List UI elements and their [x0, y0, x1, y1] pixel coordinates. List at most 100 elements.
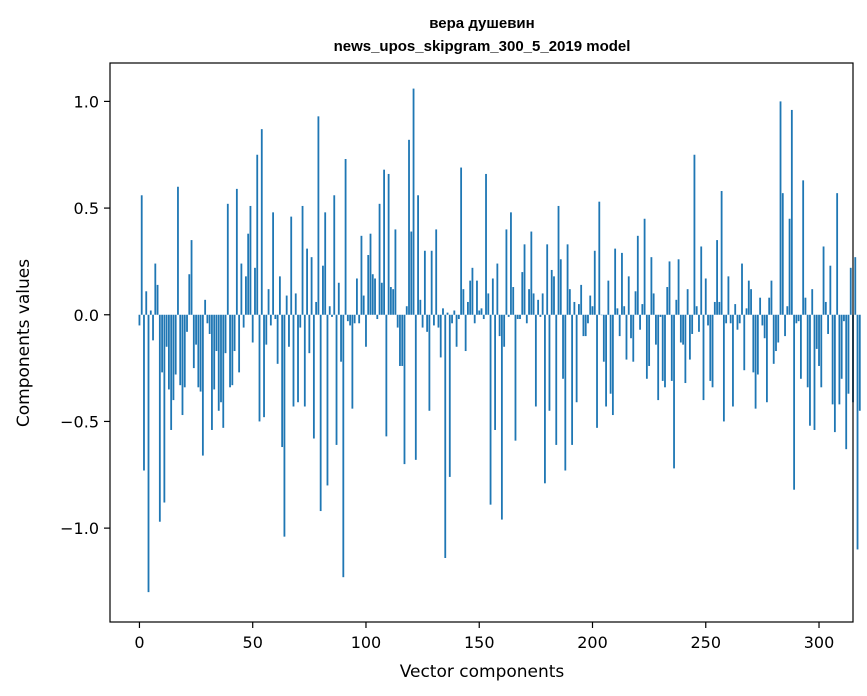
bar-222 — [641, 304, 644, 315]
bar-107 — [380, 282, 383, 315]
bar-23 — [190, 240, 193, 315]
bar-11 — [163, 314, 166, 503]
bar-203 — [598, 201, 601, 315]
bar-217 — [630, 314, 632, 339]
bar-15 — [172, 314, 175, 401]
bar-193 — [575, 314, 578, 403]
bar-19 — [181, 314, 184, 416]
bar-77 — [312, 314, 315, 439]
bar-249 — [702, 314, 705, 401]
bar-2 — [143, 314, 145, 471]
bar-230 — [659, 314, 662, 317]
bar-270 — [750, 289, 752, 315]
bar-195 — [580, 284, 583, 315]
bar-1 — [140, 195, 143, 315]
bar-53 — [258, 314, 261, 422]
bar-60 — [274, 314, 277, 320]
bar-91 — [344, 159, 347, 315]
bar-280 — [772, 314, 775, 364]
bar-12 — [165, 314, 168, 347]
bar-123 — [417, 195, 419, 315]
bar-213 — [621, 252, 623, 315]
bar-266 — [741, 263, 743, 315]
bar-40 — [229, 314, 231, 388]
bar-232 — [664, 314, 666, 388]
bar-34 — [215, 314, 218, 352]
bar-192 — [573, 301, 576, 315]
bar-289 — [793, 314, 796, 490]
bar-211 — [616, 308, 619, 315]
bar-274 — [759, 297, 762, 315]
x-axis-label: Vector components — [400, 662, 565, 682]
y-axis-ticks: −1.0 −0.5 0.0 0.5 1.0 — [60, 92, 110, 538]
bar-18 — [179, 314, 182, 386]
bar-20 — [183, 314, 186, 388]
bar-109 — [385, 314, 388, 437]
bar-154 — [487, 293, 490, 315]
bar-66 — [288, 314, 290, 347]
bar-207 — [607, 280, 610, 315]
bar-198 — [587, 314, 589, 324]
bar-68 — [292, 314, 295, 407]
bar-124 — [419, 299, 422, 315]
bar-167 — [516, 314, 519, 320]
bar-218 — [632, 314, 635, 362]
bar-41 — [231, 314, 234, 386]
bar-78 — [315, 301, 318, 315]
bar-234 — [668, 261, 671, 315]
bar-81 — [322, 265, 324, 315]
bar-108 — [383, 169, 385, 315]
bar-113 — [394, 229, 397, 315]
bar-112 — [392, 289, 395, 315]
x-tick-label-100: 100 — [351, 633, 382, 652]
bar-308 — [836, 193, 839, 315]
bars-group — [138, 88, 861, 593]
bar-101 — [367, 255, 370, 315]
bar-304 — [827, 314, 829, 334]
bar-102 — [369, 233, 372, 315]
bar-121 — [412, 88, 415, 315]
bar-228 — [655, 314, 657, 345]
bar-132 — [437, 314, 440, 328]
bar-10 — [161, 314, 163, 373]
bar-114 — [396, 314, 399, 328]
bar-281 — [775, 314, 777, 352]
bar-96 — [356, 278, 358, 315]
bar-298 — [813, 314, 816, 430]
x-tick-label-300: 300 — [804, 633, 835, 652]
bar-252 — [709, 314, 712, 381]
bar-265 — [738, 314, 741, 324]
bar-47 — [245, 276, 247, 315]
bar-278 — [768, 297, 771, 315]
bar-119 — [408, 139, 410, 315]
bar-118 — [405, 306, 408, 315]
bar-173 — [530, 231, 533, 315]
bar-188 — [564, 314, 567, 471]
bar-57 — [267, 289, 270, 315]
bar-273 — [756, 314, 759, 375]
bar-264 — [736, 314, 739, 330]
bar-268 — [745, 308, 748, 315]
bar-74 — [306, 248, 308, 315]
bar-229 — [657, 314, 660, 401]
plot-frame — [109, 62, 854, 623]
y-tick-label-4: 1.0 — [74, 92, 99, 111]
bar-197 — [584, 314, 587, 337]
bar-241 — [684, 314, 687, 384]
bar-148 — [473, 314, 476, 324]
bar-128 — [428, 314, 431, 411]
bar-131 — [435, 229, 438, 315]
y-tick-label-0: −1.0 — [60, 519, 99, 538]
bar-226 — [650, 257, 653, 315]
bar-267 — [743, 314, 746, 371]
bar-95 — [353, 314, 356, 324]
bar-317 — [856, 314, 859, 550]
bar-194 — [578, 304, 580, 315]
bar-146 — [469, 280, 472, 315]
bar-221 — [639, 314, 641, 330]
bar-186 — [559, 259, 562, 315]
bar-276 — [763, 314, 766, 339]
bar-187 — [562, 314, 564, 379]
bar-140 — [455, 314, 458, 347]
